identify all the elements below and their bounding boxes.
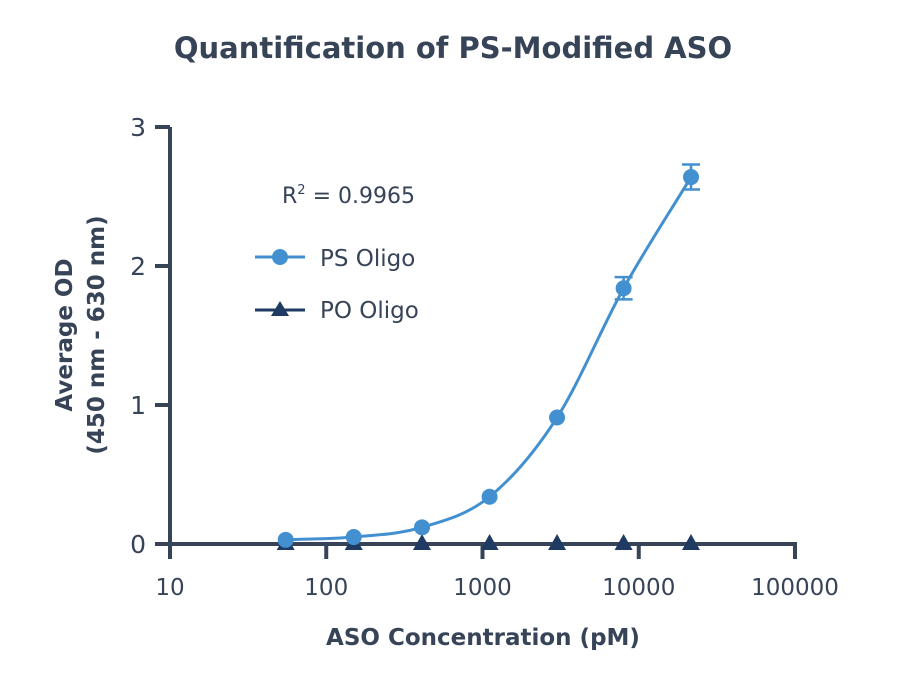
r2-annotation: R2 = 0.9965 [282,183,415,209]
ps-fit-curve [285,176,693,542]
y-tick-label: 2 [130,252,146,281]
po-data-point [480,534,499,550]
ps-data-point [277,531,294,548]
po-data-point [682,534,701,550]
legend-triangle-icon [271,301,289,316]
chart-title: Quantification of PS-Modified ASO [174,31,732,65]
y-axis-label-line2: (450 nm - 630 nm) [84,215,110,454]
ps-data-point [683,169,700,186]
po-data-point [412,534,431,550]
legend: PS Oligo PO Oligo [255,246,419,324]
ps-data-point [615,280,632,297]
ps-data-point [481,488,498,505]
ps-data-point [549,409,566,426]
x-tick-label: 10 [155,575,184,601]
y-axis-label-line1: Average OD [52,258,78,411]
y-tick-label: 3 [130,113,146,142]
y-tick-label: 1 [130,391,146,420]
po-data-point [548,534,567,550]
ps-data-point [345,529,362,546]
legend-circle-icon [272,249,288,265]
legend-label-ps: PS Oligo [320,246,415,272]
x-tick-label: 100 [304,575,348,601]
y-tick-label: 0 [130,530,146,559]
x-tick-label: 10000 [602,575,675,601]
legend-label-po: PO Oligo [320,298,419,324]
x-tick-label: 1000 [453,575,512,601]
x-tick-label: 100000 [751,575,839,601]
po-data-point [614,534,633,550]
ps-data-point [413,519,430,536]
x-axis-label: ASO Concentration (pM) [326,625,640,651]
